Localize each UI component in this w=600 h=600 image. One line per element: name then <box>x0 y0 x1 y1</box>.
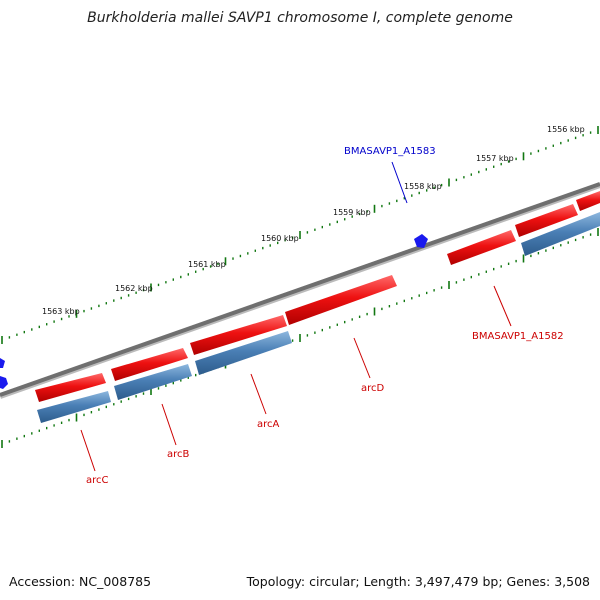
genome-backbone <box>0 182 600 397</box>
feature-right-reverse[interactable] <box>521 212 600 256</box>
kbp-label-1556: 1556 kbp <box>547 125 585 134</box>
kbp-label-1562: 1562 kbp <box>115 284 153 293</box>
forward-strand-features <box>35 191 600 402</box>
leader-arcC <box>80 429 96 472</box>
outer-ruler-ticks <box>1 126 599 344</box>
feature-arcB-forward[interactable] <box>111 348 188 381</box>
leader-arcA <box>250 373 267 415</box>
feature-left-marker-lower[interactable] <box>0 376 8 389</box>
feature-arcC-reverse[interactable] <box>37 391 111 423</box>
feature-arcD-forward[interactable] <box>285 275 397 325</box>
leader-arcB <box>161 403 177 446</box>
genome-title: Burkholderia mallei SAVP1 chromosome I, … <box>87 10 513 26</box>
gene-label-arcA[interactable]: arcA <box>257 419 280 430</box>
kbp-label-1560: 1560 kbp <box>261 234 299 243</box>
kbp-label-1561: 1561 kbp <box>188 260 226 269</box>
feature-a1582-forward[interactable] <box>447 230 516 265</box>
kbp-label-1563: 1563 kbp <box>42 307 80 316</box>
gene-label-arcD[interactable]: arcD <box>361 383 385 394</box>
kbp-label-1559: 1559 kbp <box>333 208 371 217</box>
feature-right-forward-1[interactable] <box>515 204 578 237</box>
gene-leader-lines <box>80 161 512 472</box>
feature-arcB-reverse[interactable] <box>114 364 192 400</box>
kbp-label-1557: 1557 kbp <box>476 154 514 163</box>
topology-text: Topology: circular; Length: 3,497,479 bp… <box>246 574 590 589</box>
leader-a1583 <box>391 161 408 204</box>
gene-label-a1582[interactable]: BMASAVP1_A1582 <box>472 331 564 342</box>
outer-ruler: 1556 kbp 1557 kbp 1558 kbp 1559 kbp 1560… <box>1 125 599 344</box>
feature-left-marker-upper[interactable] <box>0 358 5 368</box>
feature-arcA-reverse[interactable] <box>195 331 292 375</box>
gene-label-arcC[interactable]: arcC <box>86 475 109 486</box>
leader-a1582 <box>493 285 512 327</box>
feature-a1583-marker[interactable] <box>414 234 428 248</box>
feature-arcC-forward[interactable] <box>35 373 106 402</box>
kbp-label-1558: 1558 kbp <box>404 182 442 191</box>
gene-label-arcB[interactable]: arcB <box>167 449 190 460</box>
feature-right-forward-2[interactable] <box>576 191 600 211</box>
leader-arcD <box>353 337 371 379</box>
accession-text: Accession: NC_008785 <box>9 574 152 589</box>
feature-arcA-forward[interactable] <box>190 315 287 355</box>
gene-label-a1583[interactable]: BMASAVP1_A1583 <box>344 146 436 157</box>
reverse-strand-features <box>37 212 600 423</box>
